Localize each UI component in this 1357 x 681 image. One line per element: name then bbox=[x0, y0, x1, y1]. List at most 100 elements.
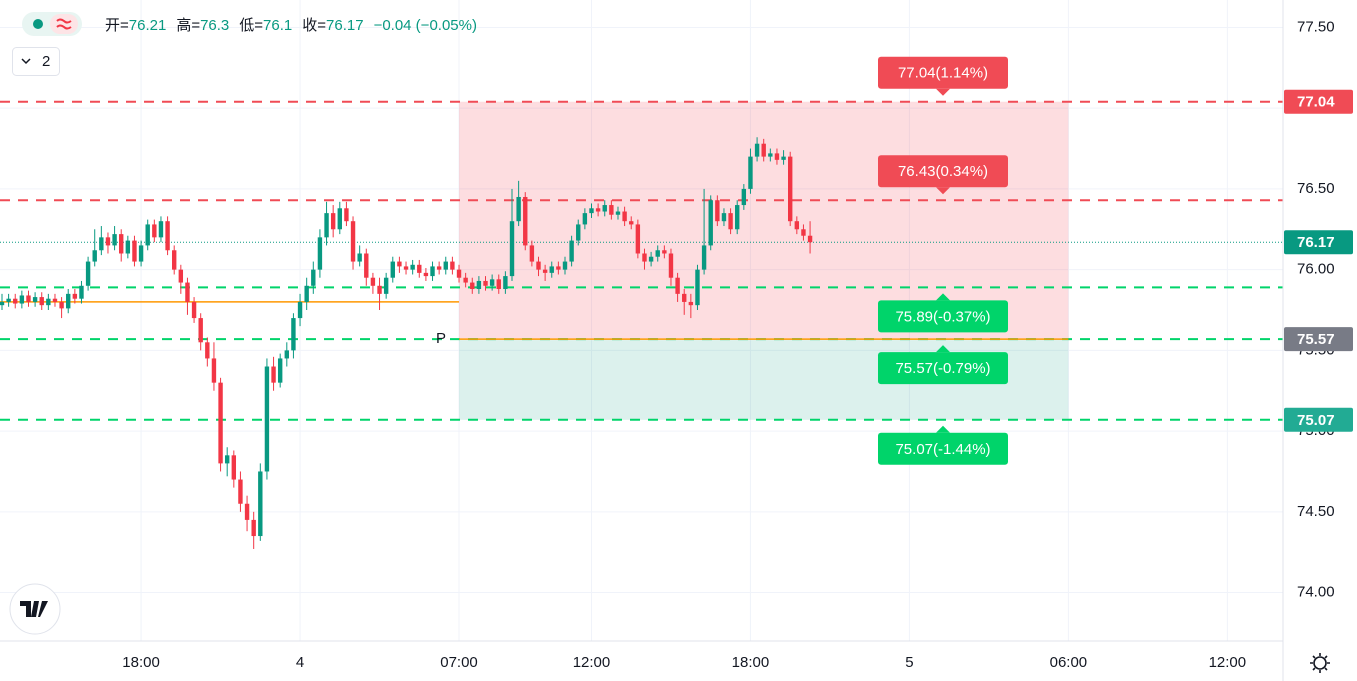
collapse-button[interactable] bbox=[12, 47, 60, 76]
candle-body bbox=[185, 282, 190, 302]
y-tick-label: 76.00 bbox=[1297, 261, 1335, 278]
candle-body bbox=[357, 253, 362, 262]
candle-body bbox=[403, 266, 409, 270]
candle-body bbox=[138, 245, 144, 262]
level-box-arrow bbox=[936, 425, 950, 433]
candle-body bbox=[119, 234, 124, 254]
candle-body bbox=[523, 196, 528, 246]
candle-body bbox=[165, 221, 170, 251]
candle-body bbox=[807, 235, 813, 243]
candle-body bbox=[801, 229, 806, 236]
candle-body bbox=[152, 224, 157, 238]
candle-body bbox=[198, 318, 203, 343]
candle-body bbox=[556, 266, 561, 270]
y-tick-label: 74.50 bbox=[1297, 503, 1335, 520]
ohlc-change: −0.04 (−0.05%) bbox=[374, 17, 477, 34]
candle-body bbox=[59, 301, 64, 309]
candle-body bbox=[291, 318, 296, 351]
candle-body bbox=[728, 213, 733, 230]
candle-body bbox=[211, 358, 217, 383]
candle-body bbox=[19, 295, 25, 304]
candle-body bbox=[529, 245, 535, 262]
candle-body bbox=[562, 261, 568, 270]
candle-body bbox=[450, 261, 455, 270]
candle-body bbox=[675, 277, 680, 294]
candle-body bbox=[516, 196, 521, 222]
logo bbox=[20, 601, 48, 617]
level-box-arrow bbox=[936, 345, 950, 353]
candle-body bbox=[741, 188, 747, 206]
level-box-arrow bbox=[936, 293, 950, 301]
candle-body bbox=[470, 282, 475, 290]
x-tick-label: 18:00 bbox=[122, 654, 160, 671]
candle-body bbox=[377, 285, 382, 294]
candle-body bbox=[364, 253, 369, 278]
settings-icon[interactable] bbox=[1310, 653, 1330, 673]
candle-body bbox=[582, 213, 588, 225]
ohlc-legend: 开=76.21 高=76.3 低=76.1 收=76.17 −0.04 (−0.05%) bbox=[105, 17, 477, 34]
x-tick-label: 12:00 bbox=[1209, 654, 1247, 671]
candle-body bbox=[0, 301, 5, 306]
candle-body bbox=[251, 519, 256, 537]
candle-body bbox=[277, 358, 283, 383]
status-icon bbox=[56, 18, 72, 30]
candle-body bbox=[576, 224, 581, 241]
x-tick-label: 5 bbox=[905, 654, 913, 671]
candle-body bbox=[715, 200, 720, 222]
x-tick-label: 12:00 bbox=[573, 654, 611, 671]
ohlc-field-value: 76.1 bbox=[263, 17, 292, 34]
candle-body bbox=[304, 285, 309, 302]
candle-body bbox=[595, 208, 601, 212]
candle-body bbox=[32, 297, 38, 302]
candle-body bbox=[125, 240, 131, 254]
candle-body bbox=[682, 293, 687, 302]
candle-body bbox=[271, 366, 276, 383]
candle-body bbox=[668, 253, 674, 278]
candle-body bbox=[781, 156, 786, 160]
candle-body bbox=[231, 455, 237, 480]
candle-body bbox=[92, 250, 97, 262]
candle-body bbox=[317, 237, 323, 270]
candle-body bbox=[430, 266, 435, 277]
candle-body bbox=[112, 234, 117, 246]
candle-body bbox=[224, 455, 230, 464]
candle-body bbox=[549, 266, 554, 273]
candle-body bbox=[324, 213, 329, 238]
y-tick-label: 74.00 bbox=[1297, 584, 1335, 601]
x-tick-label: 18:00 bbox=[732, 654, 770, 671]
candle-body bbox=[655, 250, 660, 257]
level-box-arrow bbox=[936, 187, 950, 195]
level-box-label: 75.07(-1.44%) bbox=[895, 441, 990, 458]
candle-body bbox=[383, 277, 389, 294]
candle-body bbox=[244, 503, 250, 520]
candle-body bbox=[264, 366, 270, 472]
candle-body bbox=[456, 269, 462, 278]
candle-body bbox=[788, 156, 793, 222]
candle-body bbox=[483, 280, 488, 286]
candle-body bbox=[622, 211, 627, 222]
candle-body bbox=[509, 221, 515, 277]
candle-body bbox=[6, 298, 11, 302]
x-tick-label: 06:00 bbox=[1050, 654, 1088, 671]
candle-body bbox=[99, 237, 104, 251]
candle-body bbox=[218, 382, 223, 464]
ohlc-field-value: 76.17 bbox=[326, 17, 364, 34]
candle-body bbox=[536, 261, 541, 270]
candle-body bbox=[258, 471, 263, 537]
level-box-label: 75.89(-0.37%) bbox=[895, 308, 990, 325]
candle-body bbox=[370, 277, 376, 286]
candle-body bbox=[132, 240, 137, 262]
level-box-label: 76.43(0.34%) bbox=[898, 163, 988, 180]
candle-body bbox=[284, 350, 290, 359]
candle-body bbox=[46, 298, 51, 306]
y-tick-label: 77.50 bbox=[1297, 18, 1335, 35]
candle-body bbox=[52, 298, 58, 302]
axis-price-label-bg bbox=[1284, 89, 1353, 114]
candle-body bbox=[609, 205, 614, 215]
candle-body bbox=[476, 280, 482, 290]
candle-body bbox=[85, 261, 91, 286]
candle-body bbox=[602, 205, 607, 212]
candle-body bbox=[708, 200, 713, 246]
candle-body bbox=[423, 272, 429, 277]
